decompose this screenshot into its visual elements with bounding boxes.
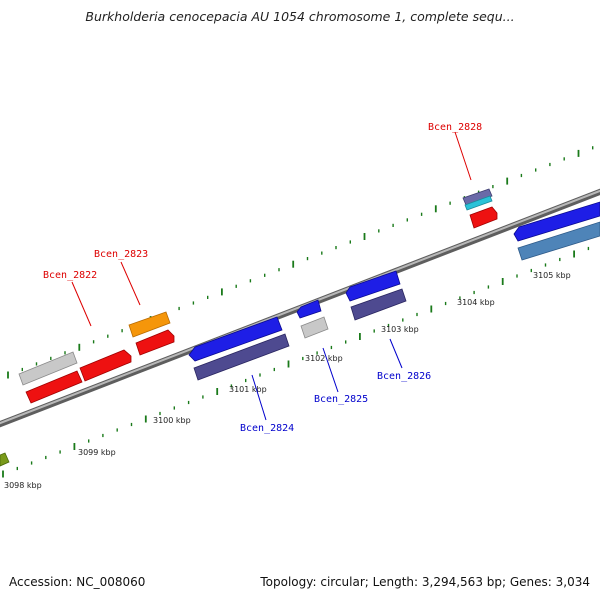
gene-blue (513, 201, 600, 242)
gene-blue (188, 316, 283, 362)
map-title: Burkholderia cenocepacia AU 1054 chromos… (85, 9, 515, 24)
gene-labels: Bcen_2822 Bcen_2823 Bcen_2828 Bcen_2824 … (43, 122, 482, 434)
scale-label: 3105 kbp (533, 271, 571, 280)
scale-label: 3103 kbp (381, 325, 419, 334)
gene-cyan (464, 195, 493, 211)
gene-slate (193, 333, 290, 381)
gene-slate (350, 288, 407, 321)
gene-gray (18, 351, 78, 386)
gene-orange (128, 311, 171, 338)
lower-strand-genes (0, 201, 600, 467)
gene-steel (517, 221, 600, 261)
gene-blue (296, 299, 322, 319)
scale-label: 3104 kbp (457, 298, 495, 307)
accession-text: Accession: NC_008060 (9, 575, 146, 589)
gene-red (469, 206, 498, 229)
gene-olive (0, 452, 10, 467)
gene-label-forward: Bcen_2822 (43, 270, 97, 281)
scale-labels: 3098 kbp 3099 kbp 3100 kbp 3101 kbp 3102… (4, 271, 571, 490)
gene-red (135, 329, 175, 356)
gene-gray (300, 316, 329, 339)
lower-tick-track (2, 246, 590, 478)
gene-label-forward: Bcen_2828 (428, 122, 482, 133)
scale-label: 3101 kbp (229, 385, 267, 394)
chromosome-backbone (0, 188, 600, 428)
gene-slate (462, 188, 493, 206)
gene-label-reverse: Bcen_2826 (377, 371, 431, 382)
label-leaders (71, 131, 472, 421)
gene-label-reverse: Bcen_2824 (240, 423, 294, 434)
gene-label-reverse: Bcen_2825 (314, 394, 368, 405)
topology-text: Topology: circular; Length: 3,294,563 bp… (260, 575, 590, 589)
gene-red (25, 370, 83, 404)
gene-blue (345, 270, 401, 302)
upper-tick-track (7, 146, 594, 379)
scale-label: 3100 kbp (153, 416, 191, 425)
upper-strand-genes (18, 188, 498, 404)
scale-label: 3098 kbp (4, 481, 42, 490)
scale-label: 3099 kbp (78, 448, 116, 457)
scale-label: 3102 kbp (305, 354, 343, 363)
gene-red (79, 349, 132, 382)
gene-label-forward: Bcen_2823 (94, 249, 148, 260)
